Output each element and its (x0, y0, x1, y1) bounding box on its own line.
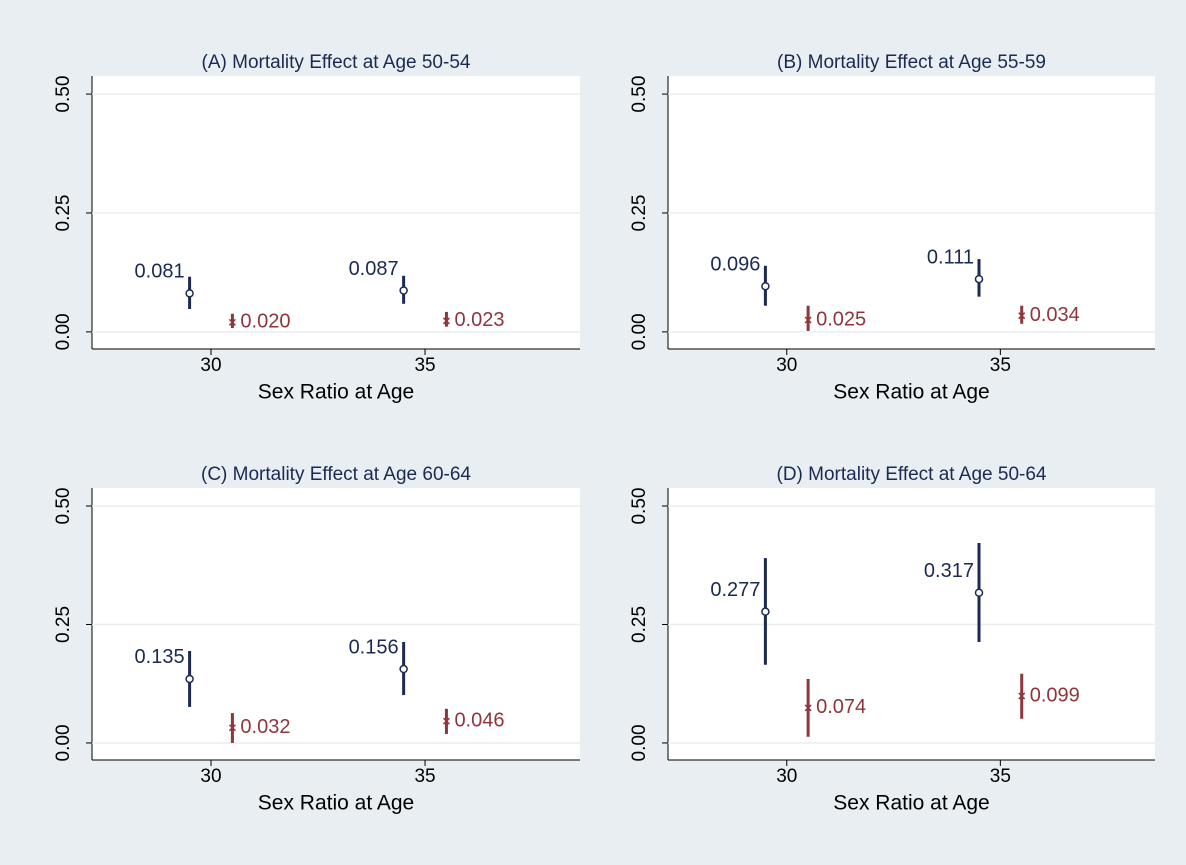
point (804, 316, 812, 324)
x-axis-label: Sex Ratio at Age (833, 381, 989, 404)
x-tick-label: 30 (776, 355, 797, 376)
point (399, 664, 408, 674)
value-label: 0.087 (349, 258, 399, 280)
y-tick-label: 0.00 (53, 313, 74, 350)
chart-title: (A) Mortality Effect at Age 50-54 (202, 52, 471, 73)
x-tick-label: 30 (200, 766, 221, 787)
chart-title: (C) Mortality Effect at Age 60-64 (201, 464, 471, 485)
chart-title: (D) Mortality Effect at Age 50-64 (777, 464, 1047, 485)
value-label: 0.074 (816, 696, 866, 718)
point (974, 588, 984, 597)
point (442, 717, 450, 725)
value-label: 0.020 (240, 311, 290, 333)
y-tick-label: 0.25 (629, 194, 650, 231)
y-tick-label: 0.00 (629, 313, 650, 350)
chart-title: (B) Mortality Effect at Age 55-59 (777, 52, 1046, 73)
value-label: 0.277 (710, 579, 760, 601)
point (761, 607, 770, 616)
x-tick-label: 35 (990, 355, 1011, 376)
value-label: 0.096 (710, 254, 760, 276)
value-label: 0.317 (924, 560, 974, 582)
y-tick-label: 0.50 (53, 488, 74, 525)
point (185, 674, 194, 684)
point (1018, 312, 1026, 320)
x-axis-label: Sex Ratio at Age (258, 792, 414, 815)
y-tick-label: 0.25 (629, 606, 650, 643)
value-label: 0.034 (1030, 304, 1080, 326)
y-tick-label: 0.25 (53, 194, 74, 231)
value-label: 0.025 (816, 308, 866, 330)
y-tick-label: 0.00 (629, 724, 650, 761)
point (804, 704, 812, 712)
y-tick-label: 0.50 (629, 488, 650, 525)
point (228, 318, 236, 326)
value-label: 0.111 (927, 246, 974, 268)
y-tick-label: 0.00 (53, 724, 74, 761)
value-label: 0.099 (1030, 684, 1080, 706)
x-tick-label: 35 (414, 766, 435, 787)
x-tick-label: 35 (414, 355, 435, 376)
point (228, 724, 236, 732)
point (974, 274, 984, 284)
value-label: 0.156 (349, 636, 399, 658)
point (185, 289, 194, 298)
value-label: 0.081 (135, 261, 185, 283)
x-tick-label: 35 (990, 766, 1011, 787)
x-tick-label: 30 (776, 766, 797, 787)
x-axis-label: Sex Ratio at Age (258, 381, 414, 404)
point (442, 317, 450, 325)
x-tick-label: 30 (200, 355, 221, 376)
y-tick-label: 0.50 (53, 76, 74, 113)
value-label: 0.023 (454, 309, 504, 331)
value-label: 0.135 (135, 646, 185, 668)
point (1018, 692, 1026, 700)
value-label: 0.032 (240, 716, 290, 738)
y-tick-label: 0.50 (629, 76, 650, 113)
y-tick-label: 0.25 (53, 606, 74, 643)
value-label: 0.046 (454, 709, 504, 731)
point (761, 281, 770, 291)
x-axis-label: Sex Ratio at Age (833, 792, 989, 815)
point (399, 286, 408, 295)
